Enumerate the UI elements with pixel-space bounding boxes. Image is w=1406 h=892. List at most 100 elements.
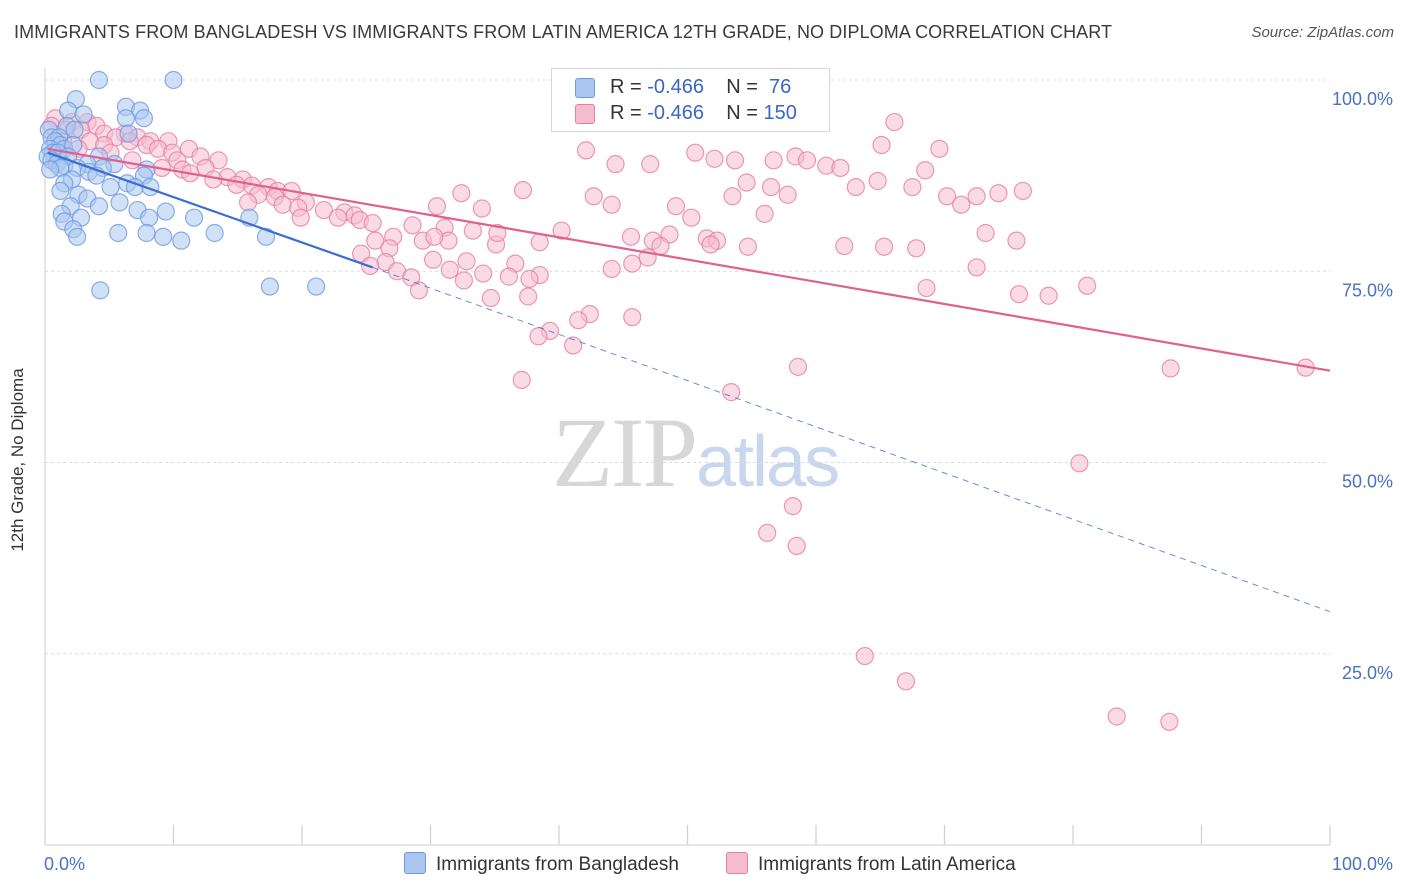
data-point-latin-america <box>423 250 443 269</box>
data-point-latin-america <box>273 195 292 214</box>
data-point-bangladesh <box>172 231 191 250</box>
data-point-bangladesh <box>109 223 128 243</box>
data-point-latin-america <box>797 151 817 170</box>
legend-swatch-latin-america <box>575 104 595 124</box>
data-point-bangladesh <box>119 124 138 143</box>
watermark: ZIPatlas <box>552 395 840 510</box>
data-point-latin-america <box>1009 285 1029 304</box>
data-point-bangladesh <box>205 223 224 243</box>
data-point-latin-america <box>872 135 891 155</box>
data-points <box>38 70 1315 731</box>
data-point-latin-america <box>512 370 531 389</box>
data-point-bangladesh <box>184 208 204 227</box>
data-point-latin-america <box>366 231 385 250</box>
data-point-latin-america <box>917 278 936 298</box>
r-label: R = <box>610 102 648 124</box>
data-point-latin-america <box>440 260 459 279</box>
stats-legend: R = -0.466 N = 76 R = -0.466 N = 150 <box>551 68 830 132</box>
data-point-latin-america <box>427 197 447 216</box>
tick-labels: 25.0% 50.0% 75.0% 100.0% 0.0% 100.0% <box>44 89 1393 874</box>
data-point-latin-america <box>705 149 724 168</box>
data-point-latin-america <box>967 258 986 277</box>
data-point-bangladesh <box>116 109 136 128</box>
data-point-bangladesh <box>89 197 109 216</box>
data-point-latin-america <box>723 187 742 206</box>
data-point-latin-america <box>474 264 493 283</box>
data-point-latin-america <box>425 227 444 246</box>
data-point-latin-america <box>227 175 246 194</box>
data-point-bangladesh <box>101 178 120 197</box>
data-point-bangladesh <box>110 193 129 212</box>
data-point-bangladesh <box>307 277 326 296</box>
data-point-latin-america <box>701 235 720 254</box>
data-point-latin-america <box>519 287 538 306</box>
data-point-latin-america <box>937 187 957 206</box>
trend-line-extension-bangladesh <box>372 266 1331 613</box>
data-point-latin-america <box>846 178 865 197</box>
data-point-latin-america <box>1013 181 1032 201</box>
legend-item-latin-america: Immigrants from Latin America <box>726 852 1016 876</box>
data-point-bangladesh <box>59 101 78 120</box>
data-point-latin-america <box>778 185 797 204</box>
data-point-bangladesh <box>65 120 84 139</box>
y-axis-label: 12th Grade, No Diploma <box>8 368 27 552</box>
data-point-latin-america <box>472 199 491 218</box>
data-point-latin-america <box>651 236 670 256</box>
data-point-latin-america <box>952 195 971 214</box>
data-point-latin-america <box>976 223 995 243</box>
data-point-latin-america <box>737 173 756 192</box>
data-point-bangladesh <box>256 227 276 246</box>
data-point-latin-america <box>930 139 949 158</box>
data-point-latin-america <box>989 184 1008 203</box>
data-point-latin-america <box>314 200 333 220</box>
axes <box>44 68 1331 846</box>
data-point-latin-america <box>682 208 701 227</box>
legend-swatch-bangladesh <box>575 78 595 98</box>
trend-lines <box>47 147 1331 613</box>
data-point-latin-america <box>481 288 500 308</box>
data-point-latin-america <box>1078 276 1097 295</box>
data-point-latin-america <box>584 187 603 206</box>
data-point-latin-america <box>1160 712 1179 731</box>
data-point-latin-america <box>758 523 777 542</box>
trend-line-latin-america <box>47 147 1331 372</box>
n-label: N = <box>726 102 764 124</box>
data-point-bangladesh <box>134 109 154 128</box>
data-point-latin-america <box>488 223 507 243</box>
data-point-latin-america <box>513 181 533 200</box>
y-tick-label: 100.0% <box>1332 89 1393 109</box>
data-point-latin-america <box>761 178 781 197</box>
data-point-latin-america <box>764 151 783 170</box>
r-value: -0.466 <box>647 76 704 98</box>
data-point-bangladesh <box>260 277 279 296</box>
data-point-latin-america <box>409 281 429 300</box>
data-point-latin-america <box>831 158 850 178</box>
r-value: -0.466 <box>647 102 704 124</box>
data-point-latin-america <box>530 233 549 252</box>
legend-label-latin-america: Immigrants from Latin America <box>758 854 1016 875</box>
data-point-latin-america <box>855 646 874 666</box>
chart-title: IMMIGRANTS FROM BANGLADESH VS IMMIGRANTS… <box>14 22 1113 42</box>
data-point-bangladesh <box>51 181 70 201</box>
x-tick-label: 0.0% <box>44 854 85 874</box>
data-point-latin-america <box>903 178 922 197</box>
data-point-latin-america <box>788 357 808 376</box>
data-point-latin-america <box>363 213 382 233</box>
data-point-latin-america <box>454 271 474 290</box>
data-point-latin-america <box>238 193 258 212</box>
data-point-latin-america <box>875 237 894 256</box>
legend-swatch-bangladesh <box>404 852 426 874</box>
watermark-atlas: atlas <box>696 422 840 502</box>
data-point-latin-america <box>606 155 625 174</box>
data-point-latin-america <box>457 252 476 271</box>
grid-lines <box>45 79 1330 655</box>
data-point-latin-america <box>352 244 371 263</box>
data-point-latin-america <box>623 308 642 327</box>
data-point-latin-america <box>602 259 621 279</box>
data-point-latin-america <box>835 236 854 256</box>
data-point-latin-america <box>885 112 904 132</box>
data-point-latin-america <box>576 141 596 160</box>
trend-line-bangladesh <box>47 151 374 269</box>
n-value: 76 <box>763 76 792 98</box>
